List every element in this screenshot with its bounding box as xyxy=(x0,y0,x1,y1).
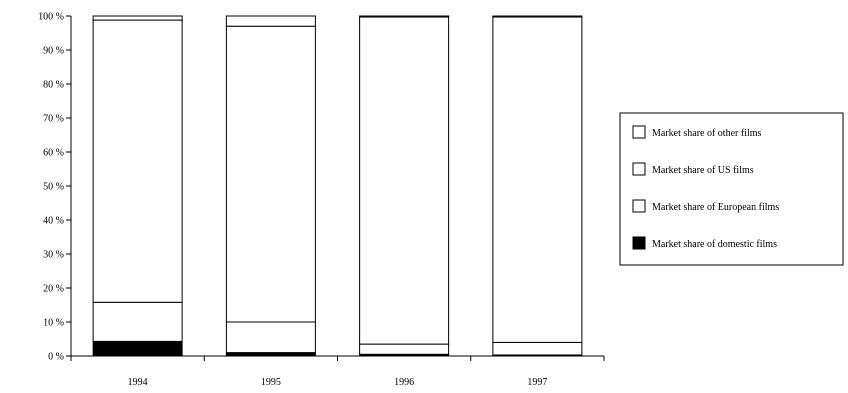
bar-segment-market-share-of-other-films xyxy=(492,15,583,18)
bar-segment-market-share-of-us-films xyxy=(359,16,450,345)
x-tick-label: 1997 xyxy=(527,377,547,388)
legend-box xyxy=(619,112,844,266)
y-tick-label: 80 % xyxy=(43,80,64,91)
legend-swatch xyxy=(632,162,646,176)
bar-segment-market-share-of-other-films xyxy=(359,15,450,18)
y-tick-label: 60 % xyxy=(43,148,64,159)
y-tick-label: 50 % xyxy=(43,182,64,193)
legend-swatch xyxy=(632,199,646,213)
x-tick-label: 1995 xyxy=(261,377,281,388)
y-tick-label: 0 % xyxy=(48,352,64,363)
bar-segment-market-share-of-us-films xyxy=(225,25,316,323)
x-tick-label: 1996 xyxy=(394,377,414,388)
legend-label: Market share of domestic films xyxy=(652,239,777,250)
y-tick-label: 30 % xyxy=(43,250,64,261)
y-tick-label: 90 % xyxy=(43,46,64,57)
bar-segment-market-share-of-us-films xyxy=(492,16,583,343)
y-tick-label: 70 % xyxy=(43,114,64,125)
bar-segment-market-share-of-european-films xyxy=(92,301,183,342)
bar-segment-market-share-of-domestic-films xyxy=(225,352,316,357)
bar-segment-market-share-of-european-films xyxy=(359,343,450,355)
bar-segment-market-share-of-other-films xyxy=(225,15,316,27)
y-tick-label: 10 % xyxy=(43,318,64,329)
legend-swatch xyxy=(632,236,646,250)
legend-label: Market share of other films xyxy=(652,128,762,139)
bar-segment-market-share-of-other-films xyxy=(92,15,183,21)
x-tick-label: 1994 xyxy=(128,377,148,388)
y-tick-label: 100 % xyxy=(38,12,64,23)
bar-segment-market-share-of-domestic-films xyxy=(92,340,183,357)
y-tick-label: 40 % xyxy=(43,216,64,227)
y-tick-label: 20 % xyxy=(43,284,64,295)
bar-segment-market-share-of-european-films xyxy=(492,341,583,356)
legend-label: Market share of US films xyxy=(652,165,754,176)
legend-label: Market share of European films xyxy=(652,202,779,213)
bar-segment-market-share-of-european-films xyxy=(225,321,316,354)
legend-swatch xyxy=(632,125,646,139)
bar-segment-market-share-of-us-films xyxy=(92,19,183,303)
